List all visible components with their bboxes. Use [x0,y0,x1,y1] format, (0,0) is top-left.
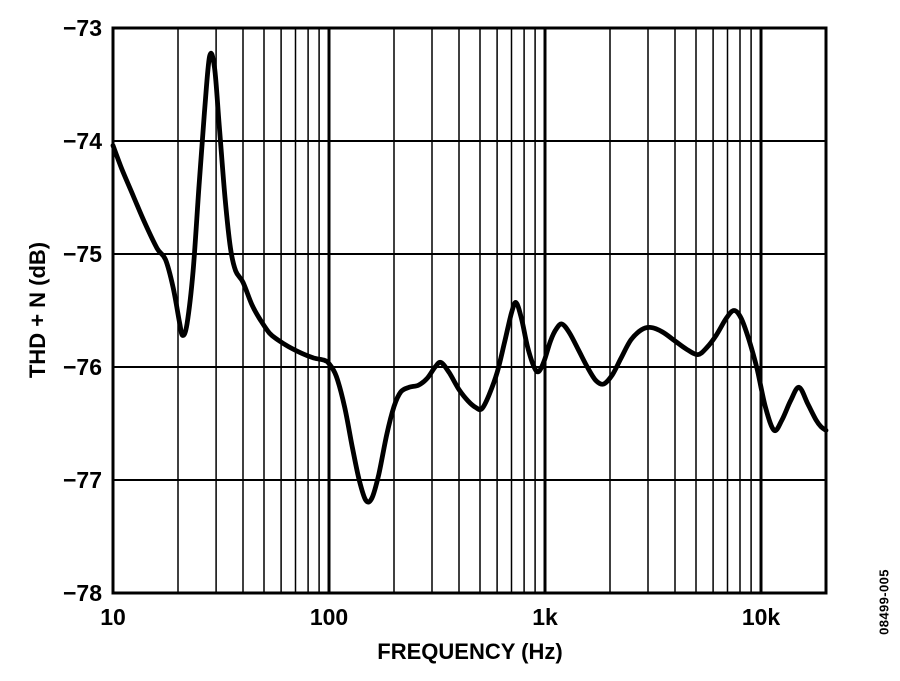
y-tick-label: −78 [62,580,102,606]
y-tick-label: −73 [62,15,102,41]
y-tick-label: −77 [62,467,102,493]
minor-gridlines [177,28,752,593]
x-tick-label: 1k [532,604,558,630]
y-tick-label: −74 [62,128,102,154]
x-tick-label: 100 [309,604,349,630]
y-tick-label: −76 [62,354,102,380]
y-axis-title: THD + N (dB) [25,241,50,379]
major-gridlines [113,28,826,593]
x-tick-label: 10 [100,604,126,630]
plot-border [111,26,828,595]
x-axis-title: FREQUENCY (Hz) [377,639,563,664]
figure-code: 08499-005 [876,569,892,635]
y-tick-label: −75 [62,241,102,267]
x-tick-label: 10k [741,604,781,630]
thd-n-curve [110,50,829,505]
